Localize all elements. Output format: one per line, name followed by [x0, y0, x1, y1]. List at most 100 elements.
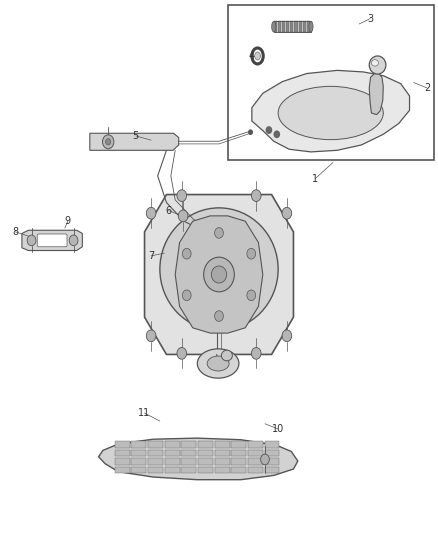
Polygon shape [99, 438, 298, 480]
Bar [131, 450, 146, 456]
Ellipse shape [371, 60, 378, 66]
Bar [274, 21, 311, 32]
Circle shape [247, 290, 256, 301]
Ellipse shape [278, 86, 383, 140]
Bar [148, 441, 163, 448]
Bar [248, 458, 263, 465]
Bar [231, 467, 246, 473]
Bar [115, 450, 130, 456]
Circle shape [215, 228, 223, 238]
Bar [148, 450, 163, 456]
Bar [248, 450, 263, 456]
Bar [215, 458, 230, 465]
Bar [198, 458, 213, 465]
Bar [265, 441, 279, 448]
Bar [131, 467, 146, 473]
Bar [265, 458, 279, 465]
FancyBboxPatch shape [37, 234, 67, 247]
Text: 4: 4 [249, 51, 255, 61]
Circle shape [69, 235, 78, 246]
Bar [165, 467, 180, 473]
Circle shape [266, 127, 272, 133]
Circle shape [251, 190, 261, 201]
Circle shape [282, 207, 292, 219]
Bar [231, 450, 246, 456]
Ellipse shape [369, 56, 386, 74]
Circle shape [182, 248, 191, 259]
Circle shape [182, 290, 191, 301]
Polygon shape [369, 74, 383, 115]
Text: 11: 11 [138, 408, 151, 418]
Circle shape [27, 235, 36, 246]
Text: 1: 1 [312, 174, 318, 183]
Ellipse shape [222, 350, 232, 361]
Polygon shape [22, 230, 82, 251]
Bar [165, 450, 180, 456]
Circle shape [106, 139, 111, 145]
Ellipse shape [211, 266, 227, 283]
Ellipse shape [252, 48, 263, 64]
Circle shape [215, 311, 223, 321]
Bar [215, 441, 230, 448]
Circle shape [261, 454, 269, 465]
Bar [228, 5, 434, 160]
Ellipse shape [197, 349, 239, 378]
Bar [282, 21, 285, 32]
Bar [198, 441, 213, 448]
Bar [248, 441, 263, 448]
Bar [115, 458, 130, 465]
Polygon shape [252, 70, 410, 152]
Bar [248, 467, 263, 473]
Bar [290, 21, 293, 32]
Bar [215, 467, 230, 473]
Text: 3: 3 [367, 14, 373, 23]
Text: 7: 7 [148, 251, 154, 261]
Polygon shape [175, 216, 263, 333]
Bar [274, 21, 277, 32]
Bar [165, 458, 180, 465]
Ellipse shape [207, 356, 229, 371]
Bar [231, 441, 246, 448]
Polygon shape [90, 133, 179, 150]
Bar [215, 450, 230, 456]
Bar [265, 450, 279, 456]
Bar [294, 21, 297, 32]
Circle shape [102, 135, 114, 149]
Ellipse shape [254, 52, 260, 60]
Bar [181, 458, 196, 465]
Text: 6: 6 [166, 206, 172, 215]
Bar [165, 441, 180, 448]
Circle shape [274, 131, 279, 138]
Bar [131, 458, 146, 465]
Bar [181, 441, 196, 448]
Bar [231, 458, 246, 465]
Bar [299, 21, 302, 32]
Circle shape [251, 348, 261, 359]
Bar [181, 450, 196, 456]
Bar [198, 467, 213, 473]
Circle shape [178, 210, 188, 222]
Bar [286, 21, 289, 32]
Bar [148, 467, 163, 473]
Text: 5: 5 [133, 131, 139, 141]
Bar [181, 467, 196, 473]
Text: 8: 8 [12, 227, 18, 237]
Text: 10: 10 [272, 424, 284, 434]
Circle shape [177, 190, 187, 201]
Bar [115, 467, 130, 473]
Ellipse shape [160, 208, 278, 330]
Bar [115, 441, 130, 448]
Bar [198, 450, 213, 456]
Bar [307, 21, 310, 32]
Ellipse shape [204, 257, 234, 292]
Text: 9: 9 [65, 216, 71, 226]
Circle shape [146, 207, 156, 219]
Bar [131, 441, 146, 448]
Bar [278, 21, 281, 32]
Circle shape [249, 130, 252, 134]
Polygon shape [145, 195, 293, 354]
Circle shape [282, 330, 292, 342]
Ellipse shape [272, 21, 276, 32]
Circle shape [177, 348, 187, 359]
Circle shape [247, 248, 256, 259]
